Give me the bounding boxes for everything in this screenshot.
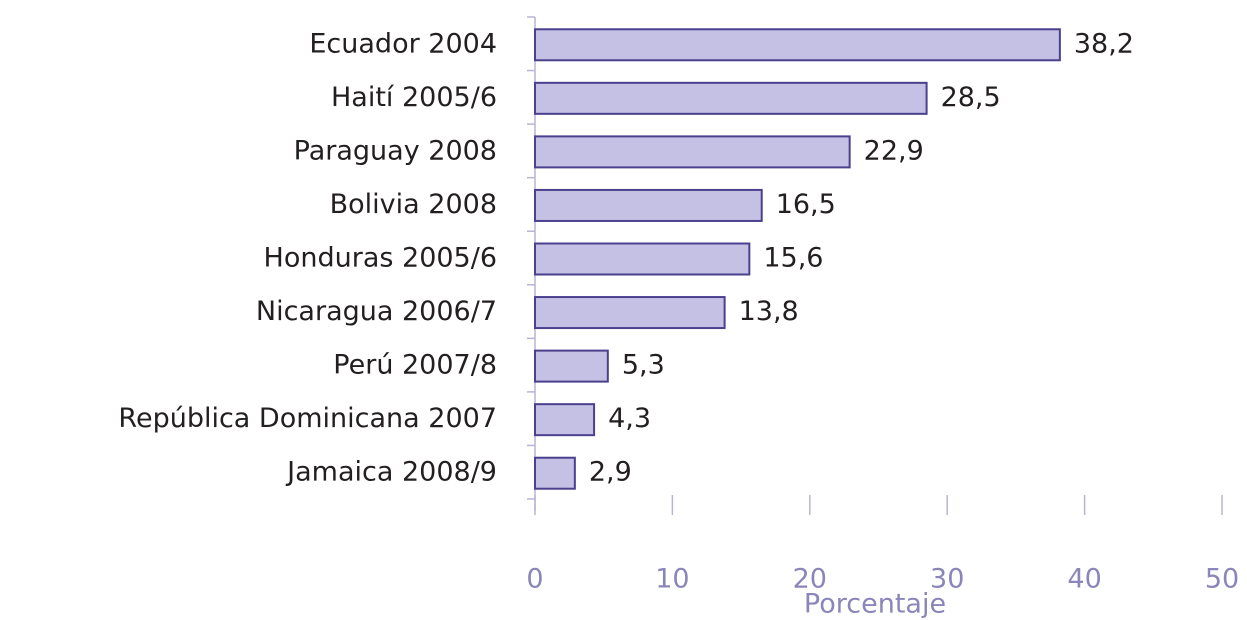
x-tick-label: 50 <box>1205 564 1239 595</box>
y-tick-label: Nicaragua 2006/7 <box>256 296 497 327</box>
x-tick-label: 30 <box>930 564 964 595</box>
x-tick-label: 10 <box>655 564 689 595</box>
value-label: 22,9 <box>864 135 924 166</box>
bar <box>534 188 763 222</box>
value-label: 15,6 <box>763 243 823 274</box>
bar <box>534 296 726 330</box>
y-tick-label: República Dominicana 2007 <box>118 403 497 434</box>
y-tick-label: Paraguay 2008 <box>294 135 497 166</box>
y-tick-label: Perú 2007/8 <box>333 350 497 381</box>
bar <box>534 28 1061 62</box>
y-tick-label: Jamaica 2008/9 <box>285 457 497 488</box>
value-label: 13,8 <box>739 296 799 327</box>
value-label: 38,2 <box>1074 28 1134 59</box>
bar <box>534 81 928 115</box>
y-tick-label: Bolivia 2008 <box>330 189 497 220</box>
y-tick-label: Ecuador 2004 <box>309 28 497 59</box>
value-label: 5,3 <box>622 350 665 381</box>
value-label: 4,3 <box>608 403 651 434</box>
bar <box>534 135 851 169</box>
value-label: 16,5 <box>776 189 836 220</box>
bar <box>534 349 609 383</box>
x-tick-label: 0 <box>526 564 543 595</box>
x-axis-label: Porcentaje <box>804 589 946 620</box>
y-tick-label: Honduras 2005/6 <box>264 243 497 274</box>
bar <box>534 456 576 490</box>
y-tick-label: Haití 2005/6 <box>331 82 497 113</box>
value-label: 28,5 <box>941 82 1001 113</box>
value-label: 2,9 <box>589 457 632 488</box>
bar <box>534 403 596 437</box>
x-tick-label: 20 <box>793 564 827 595</box>
bar <box>534 242 751 276</box>
x-tick-label: 40 <box>1067 564 1101 595</box>
